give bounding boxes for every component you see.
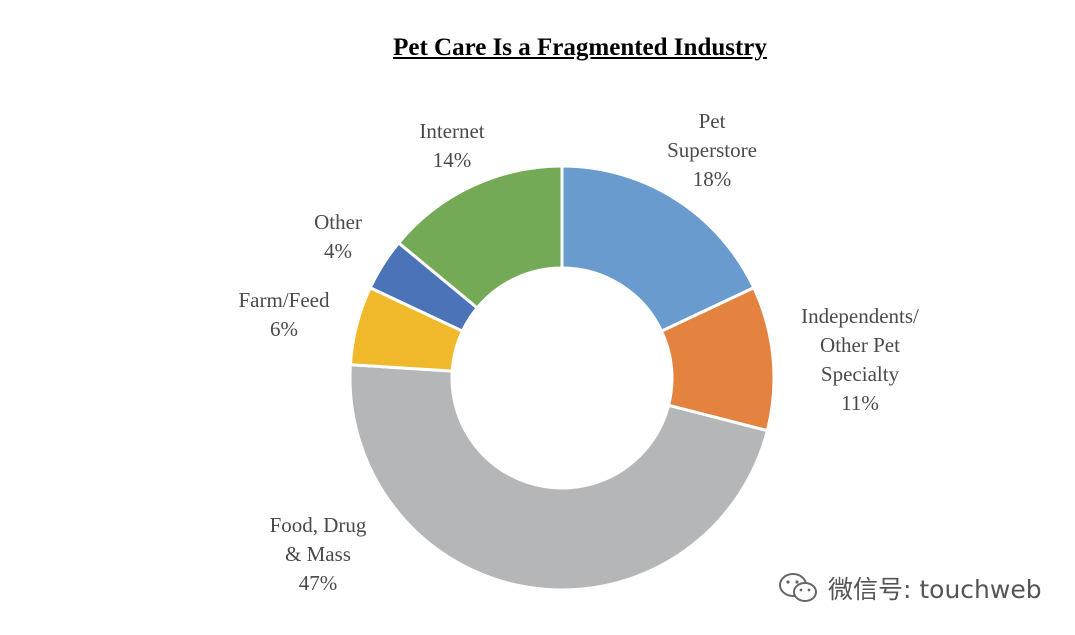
watermark-text: 微信号: touchweb xyxy=(828,575,1042,604)
slice-label-internet: Internet 14% xyxy=(419,119,484,172)
wechat-icon xyxy=(779,573,817,602)
slice-pet-superstore xyxy=(560,164,756,334)
slice-label-other: Other 4% xyxy=(314,210,362,263)
slice-internet xyxy=(396,164,564,310)
slices-group xyxy=(348,164,776,592)
labels-group: Pet Superstore 18% Independents/Other Pet Sp… xyxy=(239,109,920,595)
slice-label-independents-other-pet-specialty: Independents/Other Pet Specialty 11% xyxy=(801,304,919,415)
chart-title: Pet Care Is a Fragmented Industry xyxy=(393,34,767,61)
slice-label-farm-feed: Farm/Feed 6% xyxy=(239,288,330,341)
watermark: 微信号: touchweb xyxy=(778,568,1042,608)
slice-food-drug-mass xyxy=(348,363,770,592)
slice-label-pet-superstore: Pet Superstore 18% xyxy=(667,109,757,191)
slice-label-food-drug-mass: Food, Drug & Mass 47% xyxy=(270,513,367,595)
